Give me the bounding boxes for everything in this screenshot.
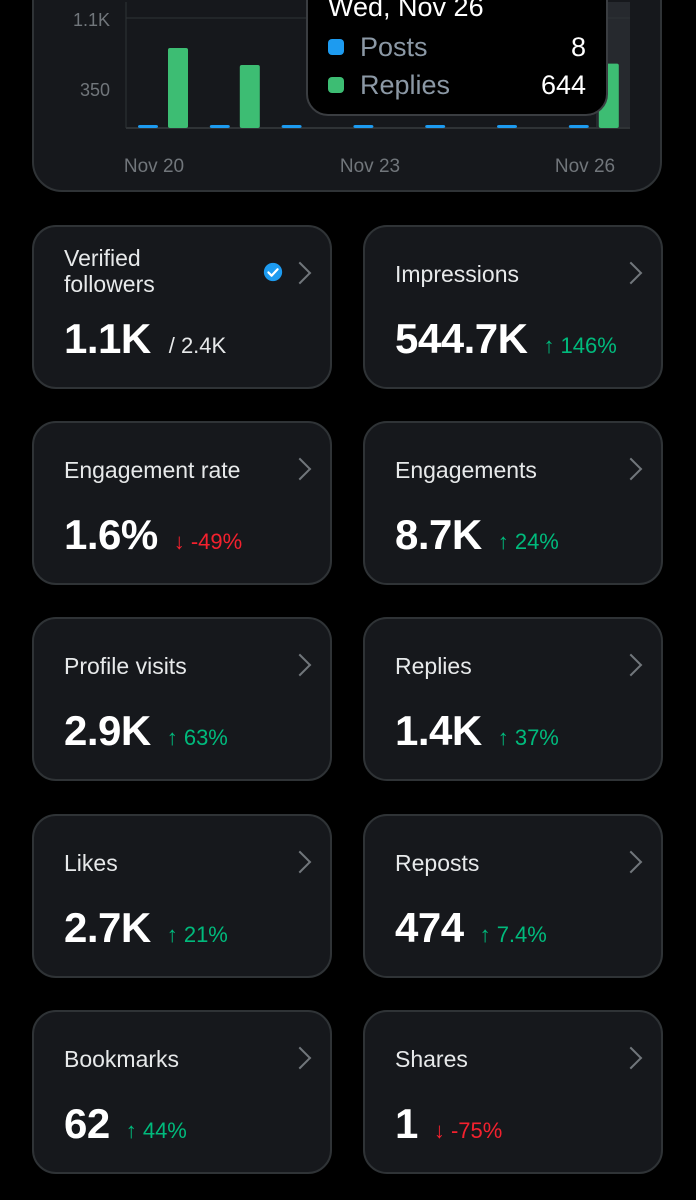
metric-value-row: 1.6% ↓ -49% — [64, 511, 242, 561]
metric-value-row: 1 ↓ -75% — [395, 1100, 502, 1150]
metric-card-profile-visits[interactable]: Profile visits 2.9K ↑ 63% — [32, 617, 332, 781]
metric-title: Impressions — [395, 261, 519, 287]
posts-bar[interactable] — [568, 125, 589, 128]
metric-delta: ↑ 146% — [543, 333, 617, 358]
chevron-right-icon — [619, 850, 643, 874]
posts-bar[interactable] — [209, 125, 230, 128]
x-tick-label: Nov 20 — [124, 156, 184, 177]
replies-bar[interactable] — [239, 65, 260, 128]
metric-value: 62 — [64, 1100, 110, 1147]
posts-bar[interactable] — [425, 125, 446, 128]
chevron-right-icon — [619, 261, 643, 285]
chevron-right-icon — [619, 653, 643, 677]
metric-title: Likes — [64, 850, 118, 876]
metric-value: 8.7K — [395, 511, 482, 558]
metric-card-engagements[interactable]: Engagements 8.7K ↑ 24% — [363, 421, 663, 585]
metric-value-row: 2.7K ↑ 21% — [64, 904, 228, 954]
metric-title: Engagement rate — [64, 457, 241, 483]
metric-card-impressions[interactable]: Impressions 544.7K ↑ 146% — [363, 225, 663, 389]
metric-card-engagement-rate[interactable]: Engagement rate 1.6% ↓ -49% — [32, 421, 332, 585]
metric-value-row: 544.7K ↑ 146% — [395, 315, 617, 365]
metric-value: 1.4K — [395, 707, 482, 754]
metric-value: 1.6% — [64, 511, 158, 558]
metric-value: 1.1K — [64, 315, 151, 362]
verified-badge-icon — [263, 262, 283, 282]
chevron-right-icon — [619, 457, 643, 481]
chart-card: 1.1K 350 Nov 20 Nov 23 Nov 26 Wed, Nov 2… — [32, 0, 662, 192]
metric-delta: ↑ 7.4% — [479, 922, 547, 947]
chevron-right-icon — [288, 850, 312, 874]
tooltip-label: Replies — [360, 69, 451, 100]
metric-card-verified-followers[interactable]: Verified followers 1.1K / 2.4K — [32, 225, 332, 389]
metric-title: Replies — [395, 653, 472, 679]
metric-title: Engagements — [395, 457, 537, 483]
tooltip-row-replies: Replies 644 — [328, 66, 586, 104]
metric-delta: ↓ -49% — [173, 529, 243, 554]
bar-chart[interactable]: 1.1K 350 Nov 20 Nov 23 Nov 26 — [34, 0, 664, 194]
tooltip-date: Wed, Nov 26 — [328, 0, 484, 22]
metric-value-row: 62 ↑ 44% — [64, 1100, 187, 1150]
metric-delta: ↓ -75% — [433, 1118, 503, 1143]
chevron-right-icon — [288, 653, 312, 677]
metric-value: 474 — [395, 904, 464, 951]
metric-value: 2.7K — [64, 904, 151, 951]
metric-value: 544.7K — [395, 315, 528, 362]
chevron-right-icon — [288, 261, 312, 285]
metric-value-row: 1.1K / 2.4K — [64, 315, 226, 365]
posts-swatch-icon — [328, 39, 344, 55]
metric-value: 2.9K — [64, 707, 151, 754]
metric-value-row: 8.7K ↑ 24% — [395, 511, 559, 561]
tooltip-value: 8 — [570, 31, 586, 62]
metric-card-shares[interactable]: Shares 1 ↓ -75% — [363, 1010, 663, 1174]
metric-value: 1 — [395, 1100, 418, 1147]
metric-total: / 2.4K — [168, 333, 227, 358]
replies-swatch-icon — [328, 77, 344, 93]
metric-value-row: 1.4K ↑ 37% — [395, 707, 559, 757]
tooltip-row-posts: Posts 8 — [328, 28, 586, 66]
metric-delta: ↑ 37% — [497, 725, 559, 750]
posts-bar[interactable] — [497, 125, 517, 128]
posts-bar[interactable] — [138, 125, 158, 128]
metric-title: Profile visits — [64, 653, 187, 679]
metric-delta: ↑ 24% — [497, 529, 559, 554]
chart-bars — [138, 48, 619, 128]
metric-card-reposts[interactable]: Reposts 474 ↑ 7.4% — [363, 814, 663, 978]
posts-bar[interactable] — [281, 125, 302, 128]
metric-value-row: 2.9K ↑ 63% — [64, 707, 228, 757]
replies-bar[interactable] — [168, 48, 188, 128]
x-tick-label: Nov 23 — [340, 156, 400, 177]
metric-delta: ↑ 21% — [166, 922, 228, 947]
metric-delta: ↑ 63% — [166, 725, 228, 750]
metric-card-replies[interactable]: Replies 1.4K ↑ 37% — [363, 617, 663, 781]
tooltip-label: Posts — [360, 31, 428, 62]
metric-title: Bookmarks — [64, 1046, 180, 1072]
metric-value-row: 474 ↑ 7.4% — [395, 904, 547, 954]
metric-title: Reposts — [395, 850, 480, 876]
posts-bar[interactable] — [353, 125, 374, 128]
x-tick-label: Nov 26 — [555, 156, 615, 177]
metric-title: Verified followers — [64, 245, 155, 297]
y-tick-label: 1.1K — [73, 10, 110, 30]
chart-tooltip: Wed, Nov 26 Posts 8 Replies 644 — [306, 0, 608, 116]
metric-card-bookmarks[interactable]: Bookmarks 62 ↑ 44% — [32, 1010, 332, 1174]
y-tick-label: 350 — [80, 80, 110, 100]
tooltip-value: 644 — [540, 69, 586, 100]
metric-delta: ↑ 44% — [125, 1118, 187, 1143]
metric-title: Shares — [395, 1046, 468, 1072]
chevron-right-icon — [619, 1046, 643, 1070]
chevron-right-icon — [288, 1046, 312, 1070]
metric-card-likes[interactable]: Likes 2.7K ↑ 21% — [32, 814, 332, 978]
